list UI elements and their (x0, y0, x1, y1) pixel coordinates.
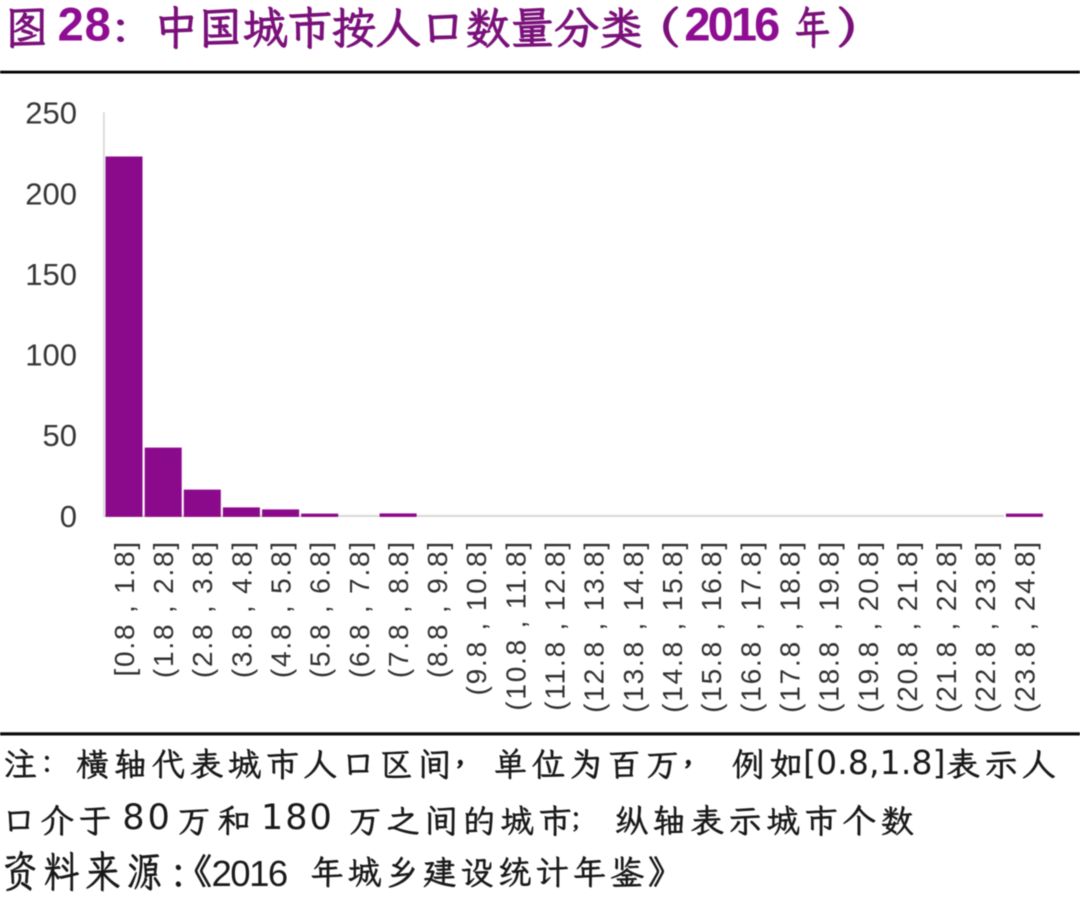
svg-text:(19.8 , 20.8]: (19.8 , 20.8] (853, 540, 884, 713)
svg-text:(23.8 , 24.8]: (23.8 , 24.8] (1009, 540, 1040, 713)
svg-text:(3.8 , 4.8]: (3.8 , 4.8] (226, 540, 257, 678)
svg-text:(11.8 , 12.8]: (11.8 , 12.8] (540, 540, 571, 711)
svg-text:(21.8 , 22.8]: (21.8 , 22.8] (931, 540, 962, 713)
svg-text:2016: 2016 (212, 853, 287, 894)
svg-text:(6.8 , 7.8]: (6.8 , 7.8] (344, 540, 375, 678)
svg-text:150: 150 (25, 257, 77, 292)
svg-text:(18.8 , 19.8]: (18.8 , 19.8] (814, 540, 845, 713)
svg-text:(17.8 , 18.8]: (17.8 , 18.8] (774, 540, 805, 713)
svg-text:(7.8 , 8.8]: (7.8 , 8.8] (383, 540, 414, 678)
svg-text:(16.8 , 17.8]: (16.8 , 17.8] (735, 540, 766, 713)
svg-text:(20.8 , 21.8]: (20.8 , 21.8] (892, 540, 923, 713)
svg-text:(22.8 , 23.8]: (22.8 , 23.8] (970, 540, 1001, 713)
svg-text:(9.8 , 10.8]: (9.8 , 10.8] (461, 540, 492, 695)
svg-text:(10.8 , 11.8]: (10.8 , 11.8] (500, 540, 531, 711)
svg-text:(14.8 , 15.8]: (14.8 , 15.8] (657, 540, 688, 713)
svg-text:(4.8 , 5.8]: (4.8 , 5.8] (266, 540, 297, 678)
svg-text:2016: 2016 (684, 0, 779, 51)
svg-text:200: 200 (25, 176, 77, 211)
svg-text:[0.8 , 1.8]: [0.8 , 1.8] (109, 540, 140, 677)
svg-text:(13.8 , 14.8]: (13.8 , 14.8] (618, 540, 649, 713)
svg-text:(15.8 , 16.8]: (15.8 , 16.8] (696, 540, 727, 713)
svg-text:100: 100 (25, 338, 77, 373)
svg-text:(1.8 , 2.8]: (1.8 , 2.8] (148, 540, 179, 678)
svg-text:(12.8 , 13.8]: (12.8 , 13.8] (579, 540, 610, 713)
svg-text:28: 28 (58, 0, 112, 51)
svg-text:50: 50 (43, 418, 77, 453)
svg-text:(8.8 , 9.8]: (8.8 , 9.8] (422, 540, 453, 678)
svg-text:(2.8 , 3.8]: (2.8 , 3.8] (187, 540, 218, 678)
svg-text:(5.8 , 6.8]: (5.8 , 6.8] (305, 540, 336, 678)
svg-text:0: 0 (60, 499, 77, 534)
svg-text:250: 250 (25, 96, 77, 131)
